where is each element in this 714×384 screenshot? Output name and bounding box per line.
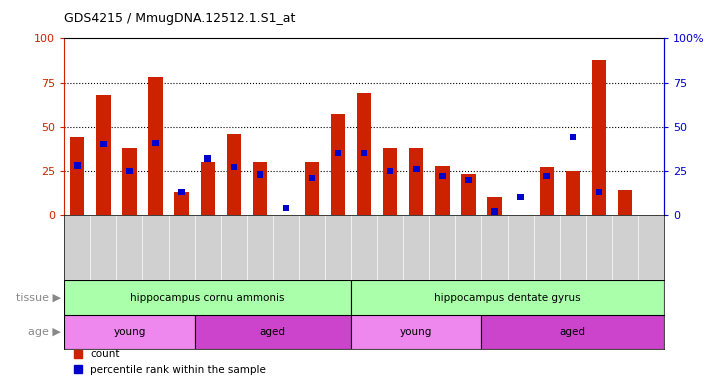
Text: young: young	[114, 327, 146, 337]
Bar	[64, 315, 195, 349]
Bar	[466, 177, 472, 183]
Bar	[618, 190, 632, 215]
Text: young: young	[400, 327, 433, 337]
Bar	[351, 280, 664, 315]
Text: age ▶: age ▶	[28, 327, 61, 337]
Bar	[204, 156, 211, 162]
Text: tissue ▶: tissue ▶	[16, 293, 61, 303]
Bar	[178, 189, 185, 195]
Bar	[540, 167, 554, 215]
Bar	[361, 150, 368, 156]
Bar	[253, 162, 267, 215]
Text: aged: aged	[560, 327, 585, 337]
Bar	[174, 192, 188, 215]
Text: GDS4215 / MmugDNA.12512.1.S1_at: GDS4215 / MmugDNA.12512.1.S1_at	[64, 12, 296, 25]
Legend: count, percentile rank within the sample: count, percentile rank within the sample	[69, 345, 271, 379]
Bar	[70, 137, 84, 215]
Bar	[100, 141, 106, 147]
Bar	[126, 168, 133, 174]
Bar	[436, 166, 450, 215]
Bar	[518, 194, 524, 200]
Bar	[439, 173, 446, 179]
Bar	[351, 315, 481, 349]
Bar	[231, 164, 237, 170]
Bar	[64, 280, 351, 315]
Text: aged: aged	[260, 327, 286, 337]
Bar	[283, 205, 289, 211]
Bar	[488, 197, 502, 215]
Bar	[201, 162, 215, 215]
Bar	[256, 171, 263, 177]
Bar	[387, 168, 393, 174]
Bar	[461, 174, 476, 215]
Bar	[305, 162, 319, 215]
Bar	[226, 134, 241, 215]
Bar	[570, 134, 576, 141]
Bar	[357, 93, 371, 215]
Bar	[409, 148, 423, 215]
Bar	[565, 171, 580, 215]
Bar	[481, 315, 664, 349]
Bar	[595, 189, 602, 195]
Bar	[152, 139, 159, 146]
Bar	[122, 148, 136, 215]
Bar	[592, 60, 606, 215]
Bar	[413, 166, 420, 172]
Text: hippocampus dentate gyrus: hippocampus dentate gyrus	[434, 293, 581, 303]
Bar	[491, 209, 498, 215]
Bar	[308, 175, 315, 181]
Bar	[383, 148, 398, 215]
Bar	[331, 114, 346, 215]
Bar	[96, 95, 111, 215]
Bar	[149, 77, 163, 215]
Bar	[195, 315, 351, 349]
Bar	[543, 173, 550, 179]
Bar	[74, 162, 81, 169]
Bar	[335, 150, 341, 156]
Text: hippocampus cornu ammonis: hippocampus cornu ammonis	[131, 293, 285, 303]
